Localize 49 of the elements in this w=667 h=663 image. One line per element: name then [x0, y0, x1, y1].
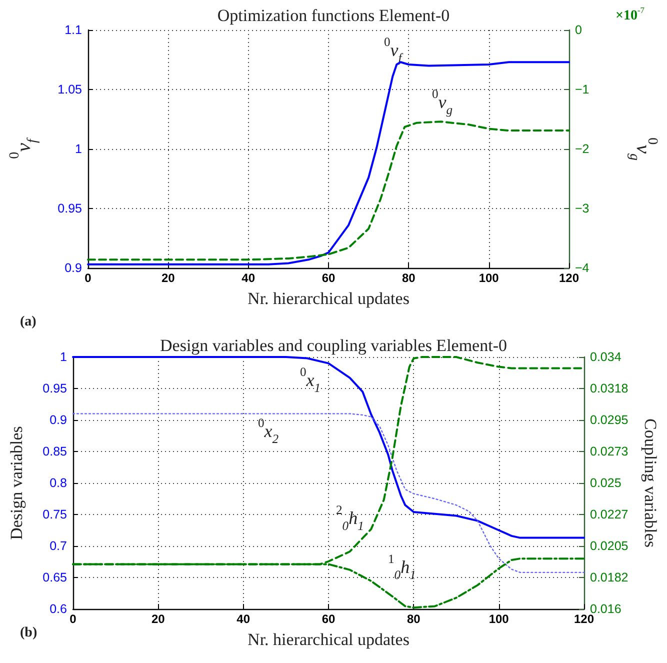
- y2-tick-label: 0.025: [590, 476, 622, 490]
- x-tick-label: 60: [322, 271, 336, 285]
- y2-axis-title: 0vg: [626, 138, 660, 160]
- y-tick-label: 0.9: [64, 261, 82, 275]
- y2-tick-label: 0.0182: [590, 570, 628, 584]
- x-axis-title: Nr. hierarchical updates: [248, 630, 410, 649]
- y-tick-label: 0.75: [42, 508, 68, 522]
- y2-tick-label: 0: [575, 23, 582, 37]
- x-tick-label: 80: [402, 271, 416, 285]
- text: (b): [20, 626, 38, 640]
- line-series: [87, 120, 570, 261]
- x-tick-label: 20: [151, 612, 166, 626]
- y2-tick-label: 0.034: [590, 350, 622, 364]
- y-tick-label: 1.05: [58, 82, 82, 96]
- y-tick-label: 0.8: [50, 476, 68, 490]
- x-tick-label: 0: [84, 271, 92, 285]
- x-tick-label: 0: [70, 612, 77, 626]
- y-tick-label: 0.7: [50, 539, 68, 553]
- y-axis-title: Design variables: [7, 426, 26, 540]
- x-tick-label: 20: [161, 271, 176, 285]
- y2-tick-label: −1: [575, 82, 590, 96]
- y-axis-title: 0vf: [8, 137, 40, 159]
- x-tick-label: 60: [322, 612, 336, 626]
- y-tick-label: 1: [60, 350, 68, 364]
- x-tick-label: 100: [488, 612, 510, 626]
- y-tick-label: 0.95: [58, 202, 82, 216]
- x-tick-label: 40: [242, 271, 256, 285]
- y2-tick-label: −2: [575, 142, 590, 156]
- y2-tick-label: 0.0295: [590, 413, 628, 427]
- y-tick-label: 0.85: [42, 444, 68, 458]
- y2-tick-label: 0.0205: [590, 539, 628, 553]
- y2-tick-label: 0.0227: [590, 508, 628, 522]
- y-tick-label: 0.6: [50, 602, 68, 616]
- x-axis-title: Nr. hierarchical updates: [248, 289, 410, 308]
- y-tick-label: 0.65: [42, 570, 68, 584]
- y-tick-label: 0.95: [42, 382, 68, 396]
- x-tick-label: 80: [406, 612, 421, 626]
- y2-tick-label: 0.0318: [590, 382, 628, 396]
- text: (a): [20, 314, 37, 330]
- y2-axis-title: Coupling variables: [641, 418, 660, 548]
- chart-title: Design variables and coupling variables Element-0: [160, 336, 507, 355]
- x-tick-label: 100: [478, 271, 500, 285]
- y-tick-label: 0.9: [50, 413, 68, 427]
- y2-tick-label: 0.0273: [590, 444, 628, 458]
- y-tick-label: 1.1: [64, 23, 82, 37]
- y2-tick-label: −3: [575, 202, 590, 216]
- chart-title: Optimization functions Element-0: [217, 6, 450, 25]
- x-tick-label: 40: [236, 612, 250, 626]
- y-tick-label: 1: [75, 142, 82, 156]
